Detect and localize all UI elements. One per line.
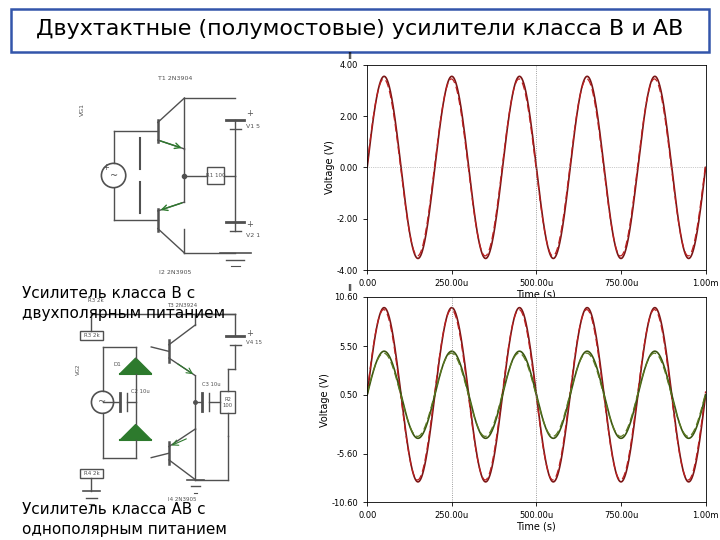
- Text: C2 10u: C2 10u: [131, 389, 150, 394]
- Text: +: +: [246, 220, 253, 229]
- Text: VG1: VG1: [81, 103, 86, 116]
- Y-axis label: Voltage (V): Voltage (V): [320, 373, 330, 427]
- Bar: [207, 167, 225, 184]
- Text: Двухтактные (полумостовые) усилители класса В и АВ: Двухтактные (полумостовые) усилители кла…: [36, 19, 684, 39]
- Text: +: +: [246, 109, 253, 118]
- Text: Усилитель класса АВ с
однополярным питанием: Усилитель класса АВ с однополярным питан…: [22, 502, 227, 537]
- Text: R3 2k: R3 2k: [84, 333, 99, 339]
- Polygon shape: [120, 424, 151, 440]
- FancyBboxPatch shape: [11, 9, 709, 51]
- Y-axis label: Voltage (V): Voltage (V): [325, 140, 336, 194]
- Text: ~: ~: [99, 397, 107, 407]
- X-axis label: Time (s): Time (s): [516, 522, 557, 531]
- Text: T3 2N3924: T3 2N3924: [167, 302, 197, 308]
- Text: C3 10u: C3 10u: [202, 382, 221, 387]
- Text: V1 5: V1 5: [246, 124, 261, 129]
- Text: R2
100: R2 100: [222, 397, 233, 408]
- Text: ~: ~: [109, 171, 117, 180]
- X-axis label: Time (s): Time (s): [516, 289, 557, 299]
- Text: V2 1: V2 1: [246, 233, 261, 238]
- Text: R3 2k: R3 2k: [88, 298, 104, 303]
- Text: VG2: VG2: [76, 363, 81, 375]
- Bar: [220, 391, 235, 414]
- Text: D1: D1: [114, 362, 122, 367]
- Polygon shape: [120, 358, 151, 374]
- Bar: [81, 332, 102, 340]
- Text: T1 2N3904: T1 2N3904: [158, 76, 193, 81]
- Text: I2 2N3905: I2 2N3905: [159, 270, 192, 275]
- Text: V4 15: V4 15: [246, 340, 262, 345]
- Text: II: II: [347, 52, 352, 60]
- Bar: [81, 469, 102, 477]
- Text: R4 2k: R4 2k: [84, 471, 99, 476]
- Text: Усилитель класса В с
двухполярным питанием: Усилитель класса В с двухполярным питани…: [22, 286, 225, 321]
- Text: R1 100: R1 100: [206, 173, 225, 178]
- Text: I4 2N3905: I4 2N3905: [168, 497, 197, 502]
- Text: +: +: [246, 329, 253, 338]
- Text: II: II: [347, 284, 352, 293]
- Text: +: +: [102, 163, 109, 172]
